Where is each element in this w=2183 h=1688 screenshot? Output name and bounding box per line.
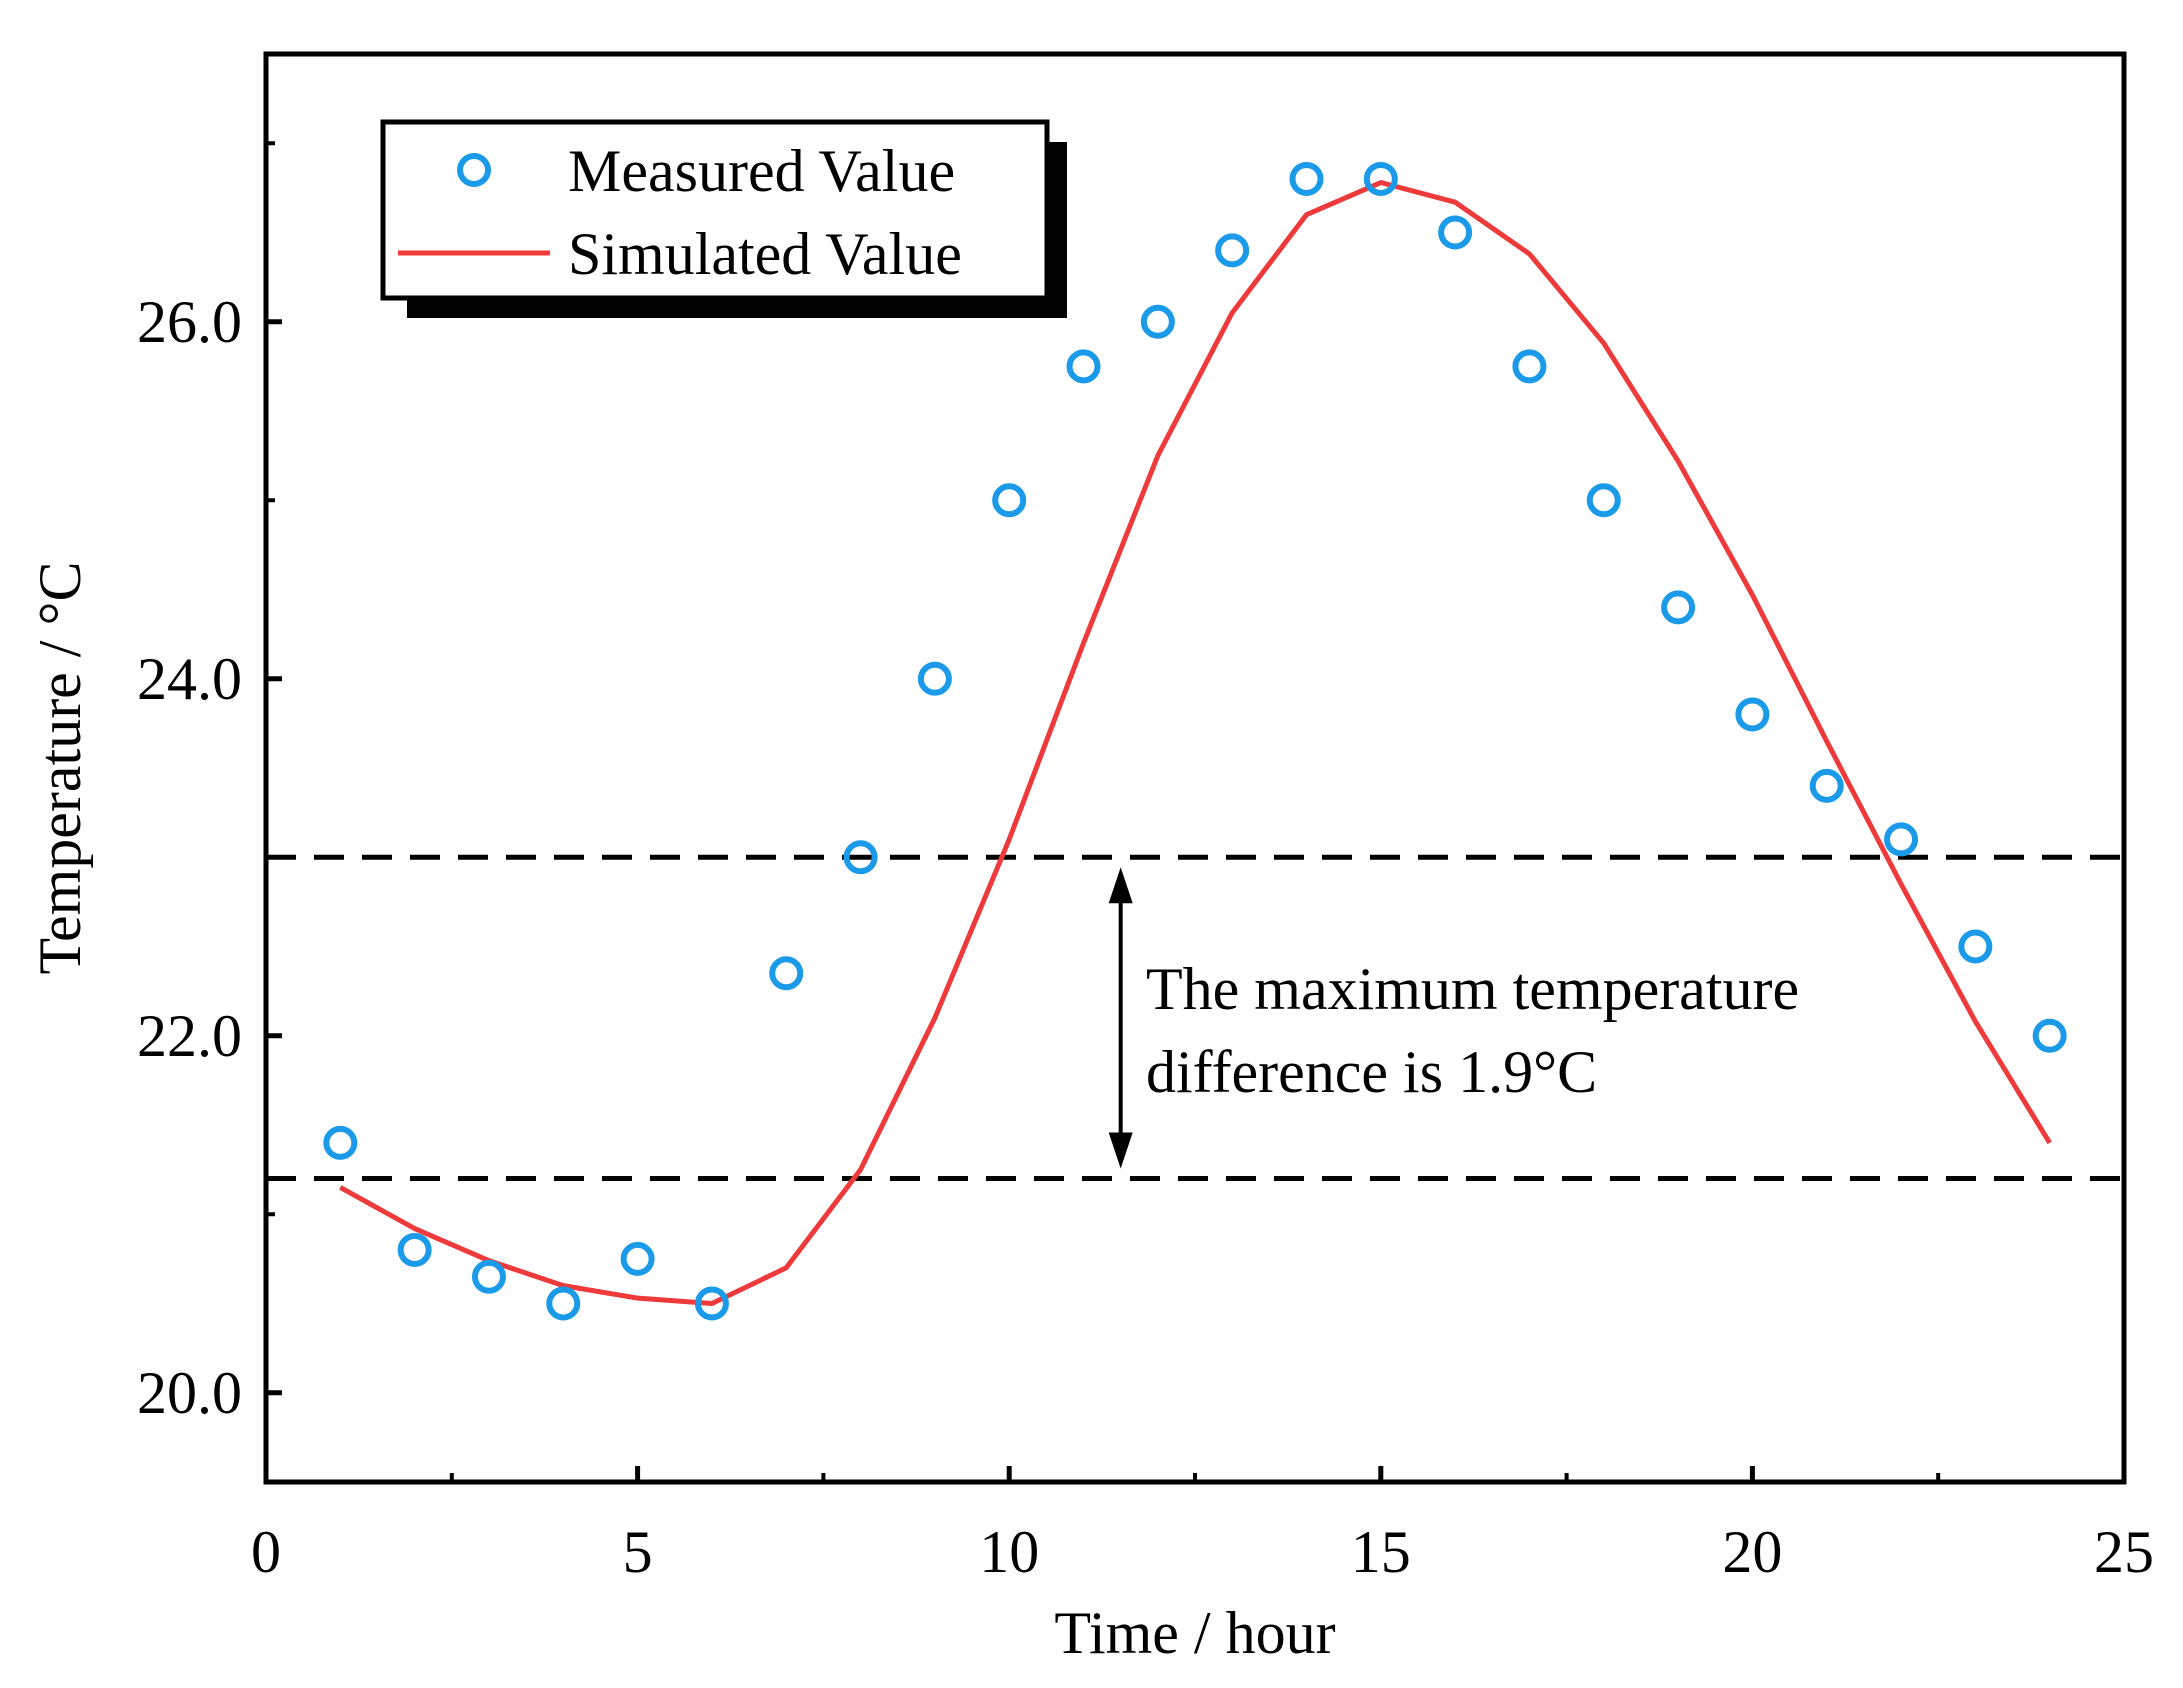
data-point-measured bbox=[1586, 483, 1621, 518]
y-tick-label: 24.0 bbox=[137, 646, 242, 712]
series-layer bbox=[323, 161, 2067, 1321]
y-tick-label: 22.0 bbox=[137, 1003, 242, 1069]
data-point-measured bbox=[769, 956, 804, 991]
data-point-measured bbox=[1958, 929, 1993, 964]
data-point-measured bbox=[2032, 1018, 2067, 1053]
data-point-measured bbox=[1289, 161, 1324, 196]
axis-ticks bbox=[263, 141, 2127, 1482]
y-axis-label: Temperature / °C bbox=[27, 562, 93, 975]
annotation-text-line2: difference is 1.9°C bbox=[1146, 1039, 1597, 1105]
data-point-measured bbox=[992, 483, 1027, 518]
annotation: The maximum temperature difference is 1.… bbox=[1108, 867, 1799, 1169]
legend-label-simulated: Simulated Value bbox=[568, 221, 962, 287]
data-point-measured bbox=[1884, 822, 1919, 857]
legend-box bbox=[380, 119, 1050, 301]
data-point-measured bbox=[1661, 590, 1696, 625]
y-tick-label: 20.0 bbox=[137, 1360, 242, 1426]
data-point-measured bbox=[1215, 233, 1250, 268]
annotation-text-line1: The maximum temperature bbox=[1146, 956, 1799, 1022]
data-point-measured bbox=[397, 1232, 432, 1267]
series-line-simulated bbox=[339, 180, 2052, 1306]
axis-tick-labels: 0 5 10 15 20 25 20.0 22.0 24.0 26.0 bbox=[137, 289, 2154, 1585]
x-tick-label: 15 bbox=[1351, 1519, 1411, 1585]
data-point-measured bbox=[1512, 349, 1547, 384]
y-tick-label: 26.0 bbox=[137, 289, 242, 355]
data-point-measured bbox=[1363, 161, 1398, 196]
data-point-measured bbox=[620, 1241, 655, 1276]
data-point-measured bbox=[1438, 215, 1473, 250]
data-point-measured bbox=[1735, 697, 1770, 732]
data-point-measured bbox=[1140, 304, 1175, 339]
legend-marker-measured bbox=[457, 153, 491, 187]
x-tick-label: 10 bbox=[979, 1519, 1039, 1585]
x-tick-label: 5 bbox=[623, 1519, 653, 1585]
data-point-measured bbox=[471, 1259, 506, 1294]
data-point-measured bbox=[323, 1125, 358, 1160]
data-point-measured bbox=[694, 1286, 729, 1321]
reference-lines bbox=[266, 854, 2124, 1182]
annotation-arrow-head-top bbox=[1108, 867, 1133, 904]
annotation-arrow-head-bottom bbox=[1108, 1132, 1133, 1169]
x-axis-label: Time / hour bbox=[1054, 1600, 1335, 1666]
data-point-measured bbox=[546, 1286, 581, 1321]
x-tick-label: 0 bbox=[251, 1519, 281, 1585]
legend: Measured Value Simulated Value bbox=[380, 119, 1067, 318]
x-tick-label: 20 bbox=[1722, 1519, 1782, 1585]
x-tick-label: 25 bbox=[2094, 1519, 2154, 1585]
data-point-measured bbox=[843, 840, 878, 875]
data-point-measured bbox=[1809, 768, 1844, 803]
data-point-measured bbox=[1066, 349, 1101, 384]
data-point-measured bbox=[917, 661, 952, 696]
legend-label-measured: Measured Value bbox=[568, 138, 955, 204]
